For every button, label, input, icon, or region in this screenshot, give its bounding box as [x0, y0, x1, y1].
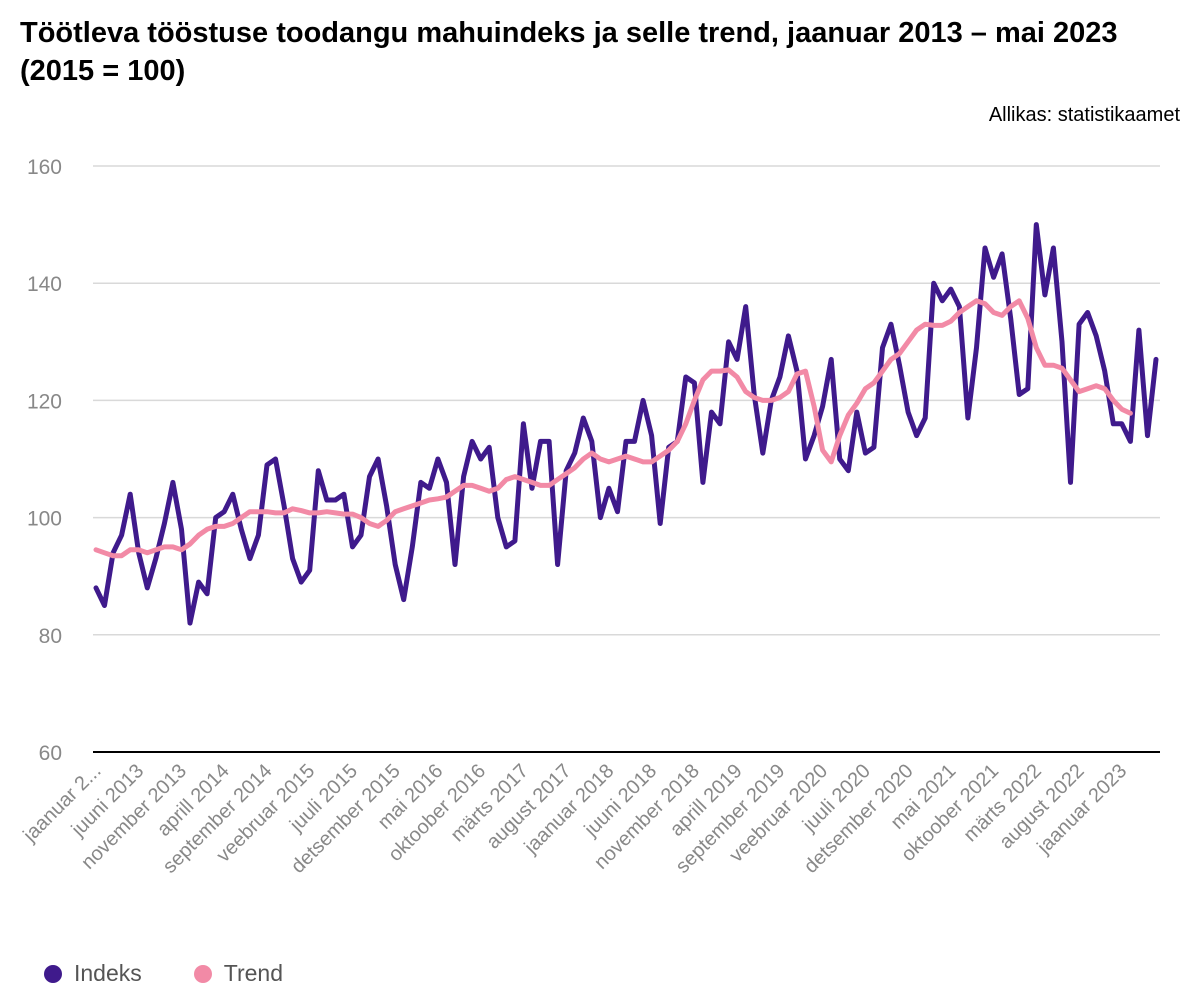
series-line-trend	[93, 298, 1133, 559]
y-tick-label: 160	[27, 156, 62, 179]
legend-label-trend: Trend	[223, 960, 283, 986]
legend-swatch-indeks	[44, 964, 62, 983]
y-tick-label: 80	[39, 625, 62, 648]
series-layer	[93, 222, 1159, 626]
legend-item-indeks[interactable]: Indeks	[44, 960, 142, 987]
y-tick-label: 140	[27, 273, 62, 296]
legend-swatch-trend	[193, 964, 212, 983]
y-tick-label: 100	[27, 508, 62, 531]
y-axis-ticks: 60 80 100 120 140 160	[27, 156, 62, 765]
y-tick-label: 120	[27, 390, 62, 413]
chart-title: Töötleva tööstuse toodangu mahuindeks ja…	[20, 17, 1118, 87]
source-label: Allikas: statistikaamet	[988, 104, 1180, 126]
y-tick-label: 60	[39, 742, 62, 765]
legend: Indeks Trend	[44, 960, 283, 987]
legend-label-indeks: Indeks	[74, 960, 142, 986]
line-chart: 60 80 100 120 140 160 jaanuar 2...juuni 2013n…	[19, 156, 1160, 878]
legend-item-trend[interactable]: Trend	[193, 960, 283, 987]
series-line-indeks	[93, 222, 1159, 626]
